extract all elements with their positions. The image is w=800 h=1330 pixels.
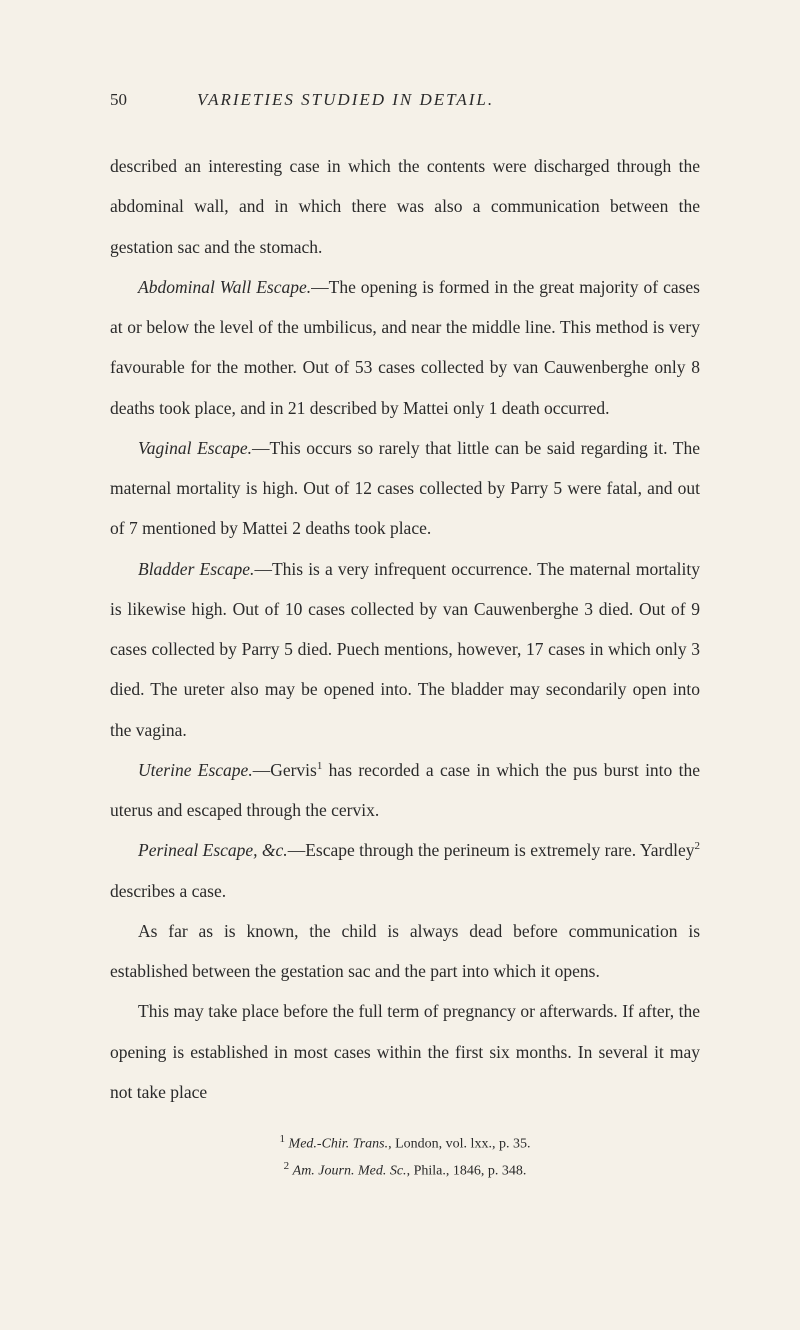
footnote-body: , London, vol. lxx., p. 35. xyxy=(388,1137,530,1152)
footnote-marker: 2 xyxy=(284,1160,290,1172)
page-number: 50 xyxy=(110,90,127,110)
footnote-marker: 1 xyxy=(280,1133,286,1145)
footnote-1: 1 Med.-Chir. Trans., London, vol. lxx., … xyxy=(110,1130,700,1157)
section-body-b: describes a case. xyxy=(110,881,226,901)
paragraph-continuation: described an interesting case in which t… xyxy=(110,146,700,267)
paragraph-uterine: Uterine Escape.—Gervis1 has recorded a c… xyxy=(110,750,700,831)
paragraph-perineal: Perineal Escape, &c.—Escape through the … xyxy=(110,830,700,911)
section-body: —This is a very infrequent occurrence. T… xyxy=(110,559,700,740)
section-body-a: —Gervis xyxy=(253,760,317,780)
section-lead: Perineal Escape, &c. xyxy=(138,840,288,860)
running-title: VARIETIES STUDIED IN DETAIL. xyxy=(197,90,494,110)
footnote-lead: Med.-Chir. Trans. xyxy=(289,1137,389,1152)
section-lead: Vaginal Escape. xyxy=(138,438,252,458)
section-lead: Uterine Escape. xyxy=(138,760,253,780)
footnote-lead: Am. Journ. Med. Sc. xyxy=(293,1164,407,1179)
section-body: —The opening is formed in the great majo… xyxy=(110,277,700,418)
page-header: 50 VARIETIES STUDIED IN DETAIL. xyxy=(110,90,700,110)
paragraph-abdominal: Abdominal Wall Escape.—The opening is fo… xyxy=(110,267,700,428)
paragraph-vaginal: Vaginal Escape.—This occurs so rarely th… xyxy=(110,428,700,549)
paragraph-timing: This may take place before the full term… xyxy=(110,991,700,1112)
section-lead: Bladder Escape. xyxy=(138,559,254,579)
section-lead: Abdominal Wall Escape. xyxy=(138,277,311,297)
footnote-ref: 2 xyxy=(694,840,700,852)
section-body-a: —Escape through the perineum is extremel… xyxy=(288,840,695,860)
footnotes: 1 Med.-Chir. Trans., London, vol. lxx., … xyxy=(110,1130,700,1184)
footnote-body: , Phila., 1846, p. 348. xyxy=(407,1164,527,1179)
paragraph-bladder: Bladder Escape.—This is a very infrequen… xyxy=(110,549,700,750)
paragraph-child-dead: As far as is known, the child is always … xyxy=(110,911,700,992)
footnote-2: 2 Am. Journ. Med. Sc., Phila., 1846, p. … xyxy=(110,1157,700,1184)
